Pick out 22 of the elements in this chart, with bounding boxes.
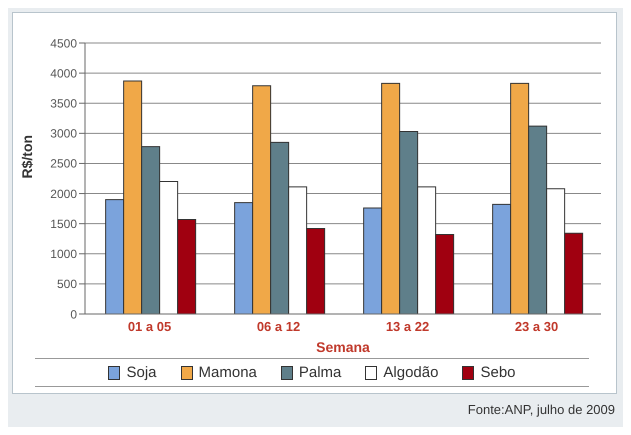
legend-label: Palma	[298, 364, 342, 381]
y-tick-label: 1000	[50, 247, 78, 262]
y-axis-title: R$/ton	[18, 134, 35, 178]
x-tick-label: 06 a 12	[256, 319, 300, 334]
legend-label: Soja	[125, 364, 157, 381]
source-note: Fonte:ANP, julho de 2009	[468, 402, 615, 417]
x-tick-label: 23 a 30	[514, 319, 558, 334]
y-tick-label: 1500	[50, 216, 78, 231]
y-tick-label: 0	[70, 307, 78, 322]
y-tick-label: 2000	[50, 186, 78, 201]
legend-label: Sebo	[479, 364, 516, 381]
x-tick-label: 01 a 05	[128, 319, 172, 334]
legend-label: Algodão	[382, 364, 438, 381]
x-tick-label: 13 a 22	[386, 319, 430, 334]
legend-label: Mamona	[198, 364, 257, 381]
y-tick-label: 3000	[50, 126, 78, 141]
y-tick-label: 2500	[50, 156, 78, 171]
x-axis-title: Semana	[316, 339, 370, 355]
y-tick-label: 500	[56, 277, 78, 292]
y-tick-label: 4500	[50, 36, 78, 50]
y-tick-label: 3500	[50, 96, 78, 110]
y-tick-label: 4000	[50, 66, 78, 80]
